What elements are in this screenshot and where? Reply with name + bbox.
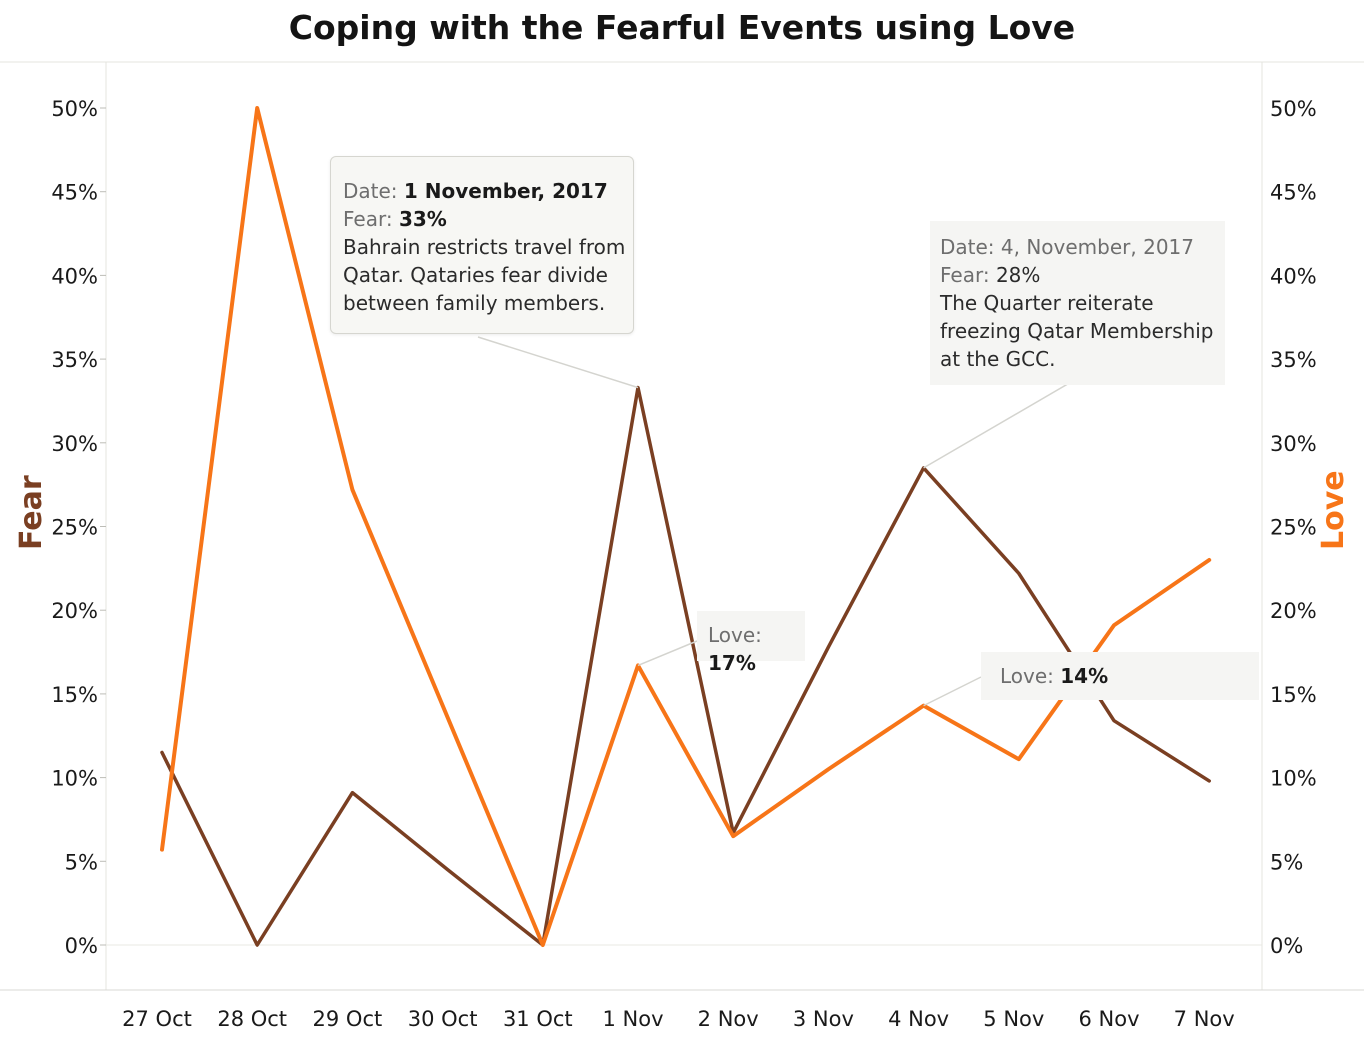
y-tick-right: 15% (1270, 683, 1317, 707)
annotation-date: 1 November, 2017 (403, 179, 608, 203)
annotation-fear-label: Fear: (343, 207, 393, 231)
series-line-fear (160, 385, 1211, 947)
y-axis-left-title: Fear (14, 475, 49, 550)
y-tick-left: 45% (51, 181, 98, 205)
annotation-date-label: Date: (940, 235, 995, 259)
y-tick-right: 10% (1270, 767, 1317, 791)
y-tick-left: 15% (51, 683, 98, 707)
annotation-love-4-nov: Love: 14% (981, 652, 1259, 700)
y-tick-right: 50% (1270, 97, 1317, 121)
x-tick-label: 7 Nov (1174, 1007, 1235, 1031)
annotation-fear-label: Fear: (940, 263, 990, 287)
annotation-love-label: Love: (1000, 664, 1054, 688)
y-tick-right: 30% (1270, 432, 1317, 456)
annotation-text-line: The Quarter reiterate (940, 291, 1154, 315)
annotation-love-1-nov: Love: 17% (697, 611, 805, 675)
x-tick-label: 1 Nov (602, 1007, 663, 1031)
x-tick-label: 5 Nov (983, 1007, 1044, 1031)
annotation-love-value: 14% (1060, 664, 1109, 688)
y-tick-right: 20% (1270, 599, 1317, 623)
y-axis-right-title: Love (1316, 470, 1351, 550)
y-tick-right: 40% (1270, 264, 1317, 288)
y-tick-left: 5% (65, 850, 98, 874)
y-tick-left: 25% (51, 516, 98, 540)
annotation-text-line: Bahrain restricts travel from (343, 235, 626, 259)
y-tick-right: 5% (1270, 850, 1303, 874)
annotation-text-line: at the GCC. (940, 347, 1056, 371)
x-tick-label: 28 Oct (217, 1007, 287, 1031)
x-tick-label: 27 Oct (122, 1007, 192, 1031)
annotation-4-nov: Date: 4, November, 2017 Fear: 28% The Qu… (930, 221, 1225, 385)
x-tick-label: 6 Nov (1078, 1007, 1139, 1031)
y-tick-right: 0% (1270, 934, 1303, 958)
annotation-text-line: freezing Qatar Membership (940, 319, 1214, 343)
y-tick-right: 25% (1270, 516, 1317, 540)
annotation-leader (923, 676, 982, 707)
y-tick-left: 10% (51, 767, 98, 791)
y-tick-left: 20% (51, 599, 98, 623)
x-tick-label: 4 Nov (888, 1007, 949, 1031)
annotation-1-nov: Date: 1 November, 2017 Fear: 33% Bahrain… (330, 156, 634, 334)
x-tick-label: 3 Nov (793, 1007, 854, 1031)
annotation-leader (923, 377, 1079, 469)
annotation-leader (637, 640, 698, 667)
x-tick-label: 31 Oct (503, 1007, 573, 1031)
annotation-text-line: between family members. (343, 291, 606, 315)
chart-title: Coping with the Fearful Events using Lov… (288, 8, 1076, 47)
y-tick-right: 45% (1270, 181, 1317, 205)
y-tick-right: 35% (1270, 348, 1317, 372)
annotation-text-line: Qatar. Qataries fear divide (343, 263, 608, 287)
annotation-leader (477, 336, 639, 389)
y-tick-left: 35% (51, 348, 98, 372)
annotation-date: 4, November, 2017 (1000, 235, 1195, 259)
x-tick-label: 29 Oct (313, 1007, 383, 1031)
y-tick-left: 0% (65, 934, 98, 958)
annotation-date-label: Date: (343, 179, 398, 203)
y-tick-left: 50% (51, 97, 98, 121)
annotation-love-value: 17% (708, 651, 756, 675)
x-tick-label: 30 Oct (408, 1007, 478, 1031)
annotation-fear-value: 28% (995, 263, 1041, 287)
x-tick-label: 2 Nov (698, 1007, 759, 1031)
annotation-love-label: Love: (708, 623, 762, 647)
series-line-love (160, 106, 1212, 947)
y-tick-left: 40% (51, 264, 98, 288)
y-tick-left: 30% (51, 432, 98, 456)
annotation-fear-value: 33% (398, 207, 447, 231)
